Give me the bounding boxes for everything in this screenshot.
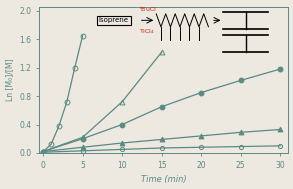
Y-axis label: Ln [M₀]/[M]: Ln [M₀]/[M] [5, 59, 14, 101]
X-axis label: Time (min): Time (min) [141, 175, 186, 184]
Text: Isoprene: Isoprene [99, 17, 129, 23]
Text: TiCl$_4$: TiCl$_4$ [139, 27, 156, 36]
Text: $^t$BuCl: $^t$BuCl [139, 5, 156, 14]
